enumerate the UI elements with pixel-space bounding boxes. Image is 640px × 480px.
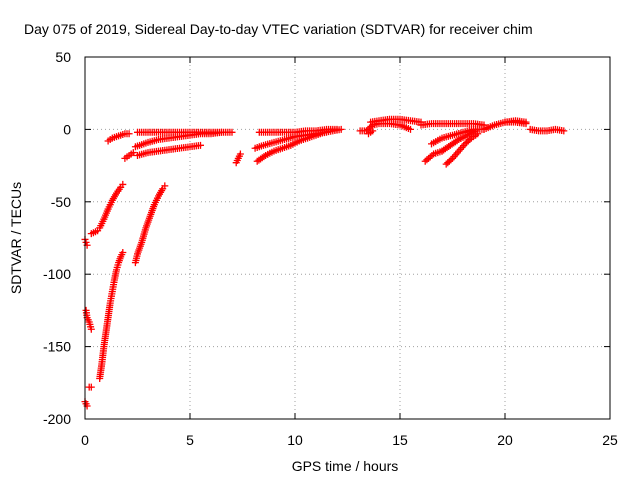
data-point (125, 130, 133, 138)
y-tick-label: 50 (55, 49, 71, 65)
data-point (228, 128, 236, 136)
data-point (428, 151, 436, 159)
axis-ticks: 0 5 10 15 20 25 -200 -150 -100 -50 0 50 (43, 49, 618, 448)
data-point (236, 150, 244, 158)
data-point (119, 248, 127, 256)
y-tick-label: -200 (43, 411, 71, 427)
data-point (260, 153, 268, 161)
x-tick-label: 10 (287, 432, 303, 448)
data-point (87, 383, 95, 391)
data-point (407, 125, 414, 133)
y-tick-label: -50 (51, 194, 71, 210)
plot-frame (84, 56, 611, 420)
data-point (560, 127, 568, 135)
data-points (81, 115, 568, 410)
data-point (87, 325, 95, 333)
x-tick-label: 5 (186, 432, 194, 448)
x-tick-label: 0 (81, 432, 89, 448)
y-tick-label: -100 (43, 266, 71, 282)
data-point (453, 137, 461, 145)
data-point (369, 127, 377, 135)
data-point (161, 182, 169, 190)
x-tick-label: 25 (602, 432, 618, 448)
data-point (333, 125, 341, 133)
y-axis-label: SDTVAR / TECUs (8, 182, 24, 294)
x-tick-label: 20 (497, 432, 513, 448)
data-point (119, 180, 127, 188)
data-point (218, 128, 225, 136)
grid-lines (85, 57, 610, 419)
x-axis-label: GPS time / hours (292, 458, 399, 474)
x-tick-label: 15 (392, 432, 408, 448)
data-point (447, 156, 455, 164)
data-point (522, 118, 530, 126)
y-tick-label: 0 (63, 121, 71, 137)
chart-title: Day 075 of 2019, Sidereal Day-to-day VTE… (24, 21, 533, 37)
y-tick-label: -150 (43, 339, 71, 355)
data-point (197, 141, 204, 149)
data-point (129, 149, 137, 157)
